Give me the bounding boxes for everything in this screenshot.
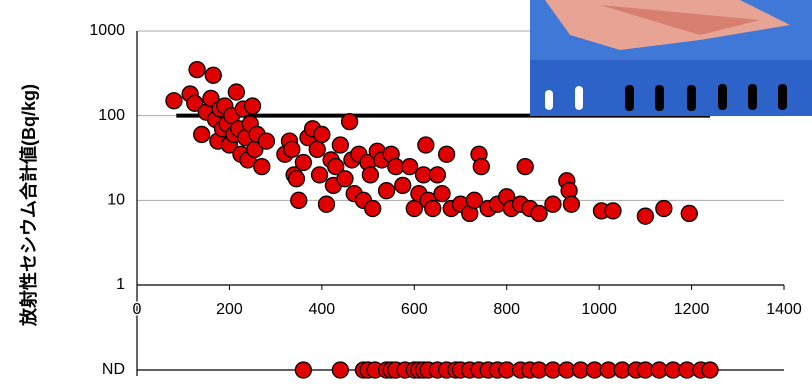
data-point [294,153,313,172]
photo-fish-fin [600,5,760,35]
data-point [361,166,380,184]
photo-hole [687,85,696,111]
data-point [401,157,419,176]
nd-label: ND [102,361,125,378]
x-tick-label: 1200 [674,301,710,318]
data-point [290,191,308,209]
nd-point [701,361,719,379]
data-point [188,60,206,79]
data-point [336,170,354,188]
data-point [340,112,359,131]
x-tick-label: 800 [493,301,520,318]
data-point [516,157,534,176]
photo-hole [748,84,757,110]
plot-area: 1 10 100 1000 ND 0 200 400 600 800 1000 1200 1400 [89,22,803,379]
data-point [227,83,246,101]
data-point [604,202,622,220]
data-point [287,170,306,188]
data-point [465,191,484,209]
data-point [257,132,276,150]
data-point [204,66,222,84]
x-tick-label: 0 [133,301,142,318]
data-point [405,199,423,218]
data-point [424,199,442,218]
data-point [655,199,673,218]
nd-point [331,361,349,379]
data-point [253,157,271,176]
y-tick-label: 100 [98,107,125,124]
x-tick-label: 600 [401,301,428,318]
photo-inset [530,0,812,116]
photo-hole [575,86,583,110]
data-point [193,125,211,144]
photo-hole [778,84,787,110]
nd-point [294,361,313,379]
data-point [331,136,349,154]
data-point [417,136,435,154]
data-point [308,140,326,159]
data-point [680,204,698,223]
data-point [310,166,329,184]
data-point [327,157,345,176]
data-point [428,166,447,184]
photo-hole [625,85,634,111]
data-point [433,184,451,203]
data-point [472,157,490,176]
x-tick-label: 1000 [581,301,617,318]
y-tick-label: 1000 [89,22,125,39]
data-point [165,92,183,110]
y-tick-label: 10 [107,192,125,209]
y-tick-label: 1 [116,276,125,293]
photo-hole [655,85,664,111]
data-point [364,199,382,218]
photo-hole [718,84,727,110]
data-point [243,97,262,115]
data-point [186,94,204,112]
x-tick-label: 1400 [766,301,802,318]
data-point [377,182,396,200]
data-point [283,140,301,159]
data-point [437,145,456,163]
data-point [530,204,548,223]
data-point [313,125,331,144]
data-point [562,195,581,213]
data-point [394,176,412,195]
data-point [544,195,562,213]
data-point [636,207,655,225]
x-tick-label: 400 [309,301,336,318]
x-tick-label: 200 [216,301,243,318]
data-point [317,195,336,213]
photo-hole [545,90,553,110]
y-axis-label: 放射性セシウム合計値(Bq/kg) [18,84,39,327]
